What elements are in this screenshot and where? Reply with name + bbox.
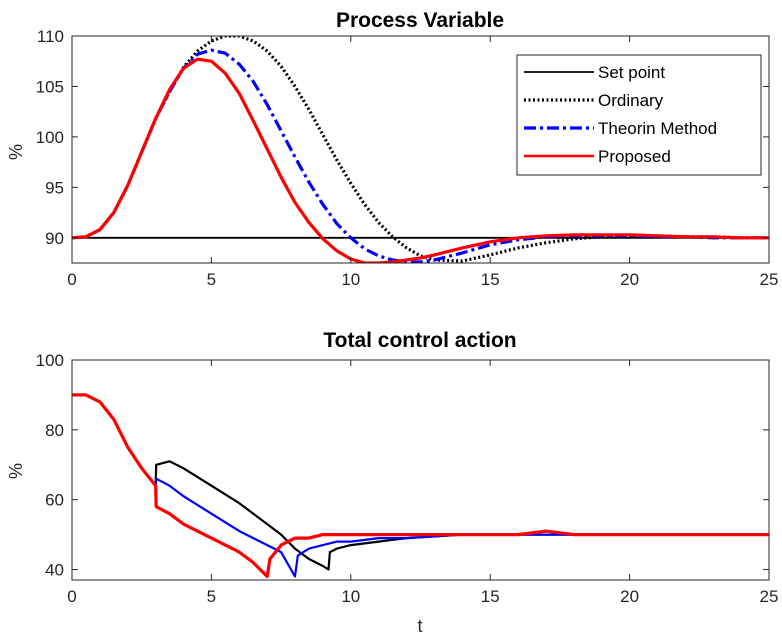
x-tick-label: 0 [67,587,76,606]
total-control-action-chart: Total control action % t 0 5 10 15 20 25 40 60 8… [6,329,778,636]
y-tick-label: 90 [45,229,64,248]
legend-label-ordinary: Ordinary [598,91,664,110]
series-line-ordinary [72,36,769,263]
y-tick-label: 110 [37,27,64,46]
y-tick-label: 105 [36,77,64,96]
legend-label-proposed: Proposed [598,147,671,166]
axes-box [71,359,770,581]
legend-label-set-point: Set point [598,63,665,82]
x-tick-label: 0 [67,270,76,289]
x-tick-label: 5 [207,270,216,289]
y-tick-label: 95 [45,178,64,197]
x-axis-label: t [417,616,422,636]
y-axis-label: % [6,144,26,160]
plot-area [72,360,769,580]
y-tick-label: 40 [45,561,64,580]
chart-title: Total control action [323,329,516,352]
x-tick-label: 15 [481,587,500,606]
x-tick-label: 5 [207,587,216,606]
y-axis-label: % [6,463,26,479]
x-tick-label: 10 [341,587,360,606]
x-tick-label: 20 [620,587,639,606]
y-tick-label: 80 [45,421,64,440]
legend: Set point Ordinary Theorin Method Proposed [516,54,762,176]
y-tick-label: 100 [36,128,64,147]
x-tick-label: 25 [760,270,779,289]
y-tick-label: 100 [36,351,64,370]
x-tick-label: 15 [481,270,500,289]
series-line-proposed [72,393,769,579]
legend-label-theorin-method: Theorin Method [598,119,717,138]
axes-box [71,35,770,264]
x-tick-label: 25 [760,587,779,606]
x-tick-label: 20 [620,270,639,289]
process-variable-chart: Process Variable % 0 5 10 15 20 25 90 95 100 105 1… [6,9,778,289]
series-line-proposed [72,57,769,263]
x-tick-label: 10 [341,270,360,289]
chart-title: Process Variable [336,9,504,32]
y-tick-label: 60 [45,491,64,510]
